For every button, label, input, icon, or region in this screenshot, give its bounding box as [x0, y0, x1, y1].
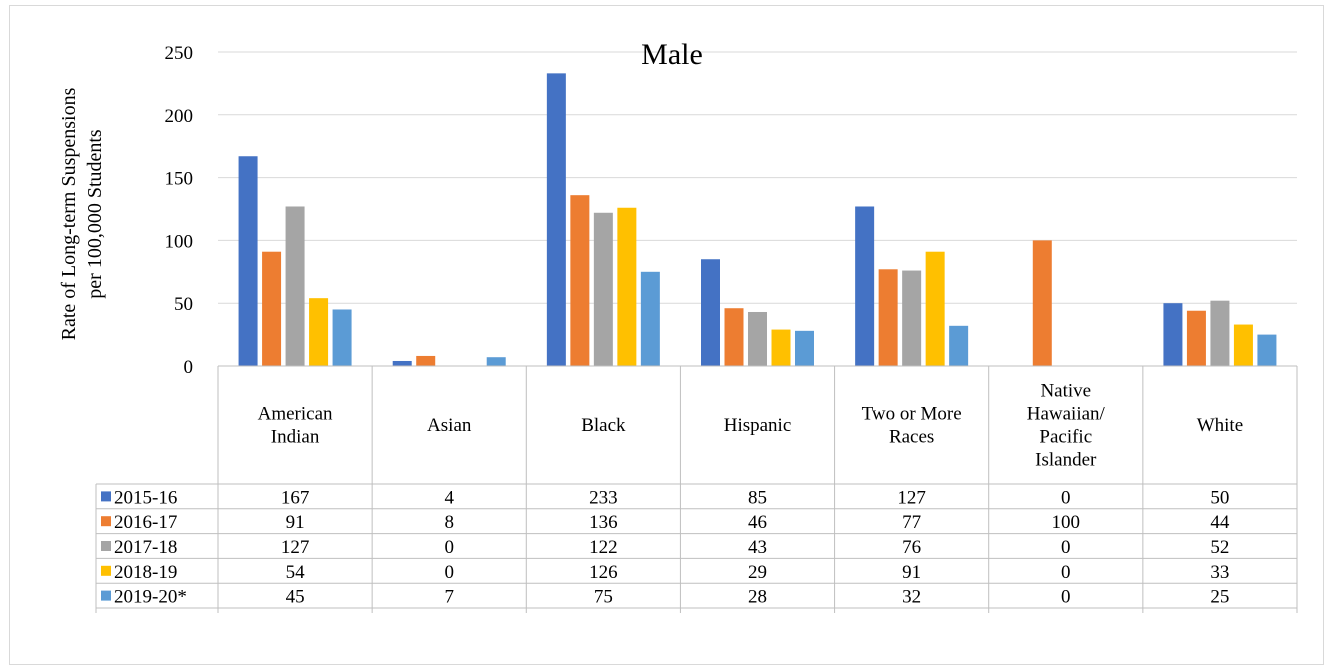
- legend-label: 2017-18: [114, 537, 177, 558]
- data-label: 46: [748, 512, 767, 533]
- data-label: 0: [1061, 487, 1071, 508]
- bar: [748, 311, 767, 366]
- data-label: 52: [1210, 537, 1229, 558]
- data-label: 50: [1210, 487, 1229, 508]
- legend-swatch: [101, 516, 111, 527]
- legend-swatch: [101, 590, 111, 601]
- bar: [795, 330, 814, 366]
- y-tick-label: 250: [165, 43, 194, 64]
- data-label: 0: [1061, 587, 1071, 608]
- data-label: 54: [286, 562, 306, 583]
- bar: [570, 195, 590, 366]
- data-label: 127: [897, 487, 926, 508]
- data-label: 4: [444, 487, 454, 508]
- data-label: 75: [594, 587, 613, 608]
- data-label: 0: [1061, 562, 1071, 583]
- data-label: 29: [748, 562, 767, 583]
- data-label: 45: [286, 587, 305, 608]
- bar: [1163, 303, 1183, 366]
- y-tick-label: 150: [165, 169, 194, 190]
- bar: [238, 156, 258, 366]
- data-label: 0: [444, 562, 454, 583]
- data-label: 85: [748, 487, 767, 508]
- category-label: American: [258, 404, 333, 425]
- bar: [392, 360, 412, 366]
- bar: [332, 309, 352, 366]
- bar: [546, 73, 566, 367]
- data-table: [95, 365, 1298, 613]
- data-label: 32: [902, 587, 921, 608]
- bar: [309, 298, 329, 366]
- legend-label: 2016-17: [114, 512, 177, 533]
- data-label: 8: [444, 512, 454, 533]
- data-label: 100: [1052, 512, 1081, 533]
- bar: [902, 270, 922, 366]
- bar: [1233, 324, 1253, 366]
- y-tick-label: 0: [184, 357, 194, 378]
- data-label: 126: [589, 562, 618, 583]
- bar: [855, 206, 875, 366]
- bar: [1186, 310, 1206, 366]
- bar: [617, 207, 637, 366]
- category-label: Races: [889, 427, 934, 448]
- category-label: Islander: [1035, 450, 1097, 471]
- data-label: 127: [281, 537, 310, 558]
- data-label: 136: [589, 512, 618, 533]
- bar: [724, 308, 744, 366]
- bar: [640, 271, 660, 366]
- bar: [416, 355, 436, 366]
- data-label: 0: [1061, 537, 1071, 558]
- bar: [878, 269, 898, 366]
- legend-swatch: [101, 565, 111, 576]
- y-tick-label: 200: [165, 106, 194, 127]
- y-tick-label: 100: [165, 231, 194, 252]
- bar: [486, 357, 506, 366]
- category-label: Hispanic: [724, 415, 792, 436]
- y-axis-label-line1: Rate of Long-term Suspensions: [58, 87, 80, 340]
- data-label: 25: [1210, 587, 1229, 608]
- bar: [949, 325, 969, 366]
- category-label: Two or More: [862, 404, 962, 425]
- bar: [285, 206, 305, 366]
- bar: [262, 251, 282, 366]
- legend-swatch: [101, 541, 111, 551]
- category-label: Hawaiian/: [1027, 404, 1106, 425]
- category-label: Asian: [427, 415, 472, 436]
- data-label: 91: [286, 512, 305, 533]
- bar: [1032, 240, 1052, 366]
- data-label: 76: [902, 537, 921, 558]
- data-label: 44: [1210, 512, 1230, 533]
- category-label: Indian: [271, 427, 320, 448]
- data-label: 43: [748, 537, 767, 558]
- legend-label: 2018-19: [114, 562, 177, 583]
- data-label: 233: [589, 487, 618, 508]
- category-label: Native: [1040, 381, 1091, 402]
- chart-title: Male: [641, 38, 703, 71]
- data-label: 28: [748, 587, 767, 608]
- legend-label: 2019-20*: [114, 587, 187, 608]
- category-label: White: [1197, 415, 1243, 436]
- category-label: Pacific: [1039, 427, 1092, 448]
- data-label: 77: [902, 512, 921, 533]
- data-label: 0: [444, 537, 454, 558]
- bar: [701, 259, 720, 366]
- data-label: 7: [444, 587, 454, 608]
- legend-label: 2015-16: [114, 487, 177, 508]
- data-label: 91: [902, 562, 921, 583]
- y-axis-label-line2: per 100,000 Students: [84, 129, 106, 299]
- legend-swatch: [101, 491, 111, 502]
- bars-group: [238, 73, 1277, 367]
- y-tick-label: 50: [174, 294, 193, 315]
- bar: [1257, 334, 1277, 366]
- bar: [771, 329, 791, 366]
- bar: [925, 251, 945, 366]
- data-label: 122: [589, 537, 618, 558]
- category-label: Black: [581, 415, 626, 436]
- data-label: 167: [281, 487, 310, 508]
- bar: [1210, 300, 1230, 366]
- data-label: 33: [1210, 562, 1229, 583]
- bar: [593, 212, 613, 366]
